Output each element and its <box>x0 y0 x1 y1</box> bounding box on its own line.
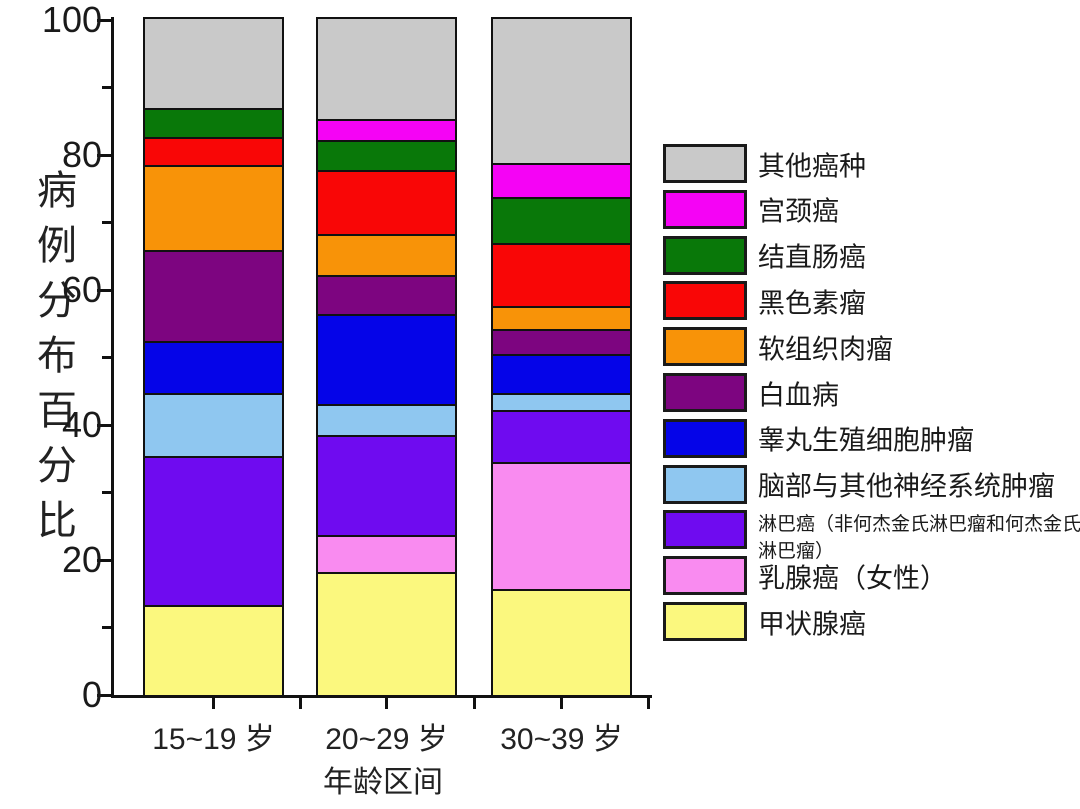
bar-segment <box>493 307 630 332</box>
bar-segment <box>145 394 282 459</box>
bar-segment <box>318 406 455 438</box>
y-tick-minor <box>102 626 111 629</box>
y-axis-title-char: 比 <box>37 499 77 543</box>
y-tick-minor <box>102 491 111 494</box>
y-axis-title-char: 分 <box>37 279 77 323</box>
x-tick <box>212 696 215 709</box>
y-axis-title-char: 布 <box>37 334 77 378</box>
y-axis-line <box>111 17 114 698</box>
y-tick-major <box>97 288 111 292</box>
legend-swatch <box>663 281 747 321</box>
bar-segment <box>145 342 282 395</box>
y-tick-major <box>97 558 111 562</box>
legend-swatch <box>663 556 747 596</box>
bar-segment <box>145 19 282 111</box>
x-axis-title: 年龄区间 <box>323 766 443 799</box>
x-tick <box>298 696 302 709</box>
legend-swatch <box>663 602 747 641</box>
legend-swatch <box>663 510 747 550</box>
bar-segment <box>145 110 282 140</box>
legend-label: 软组织肉瘤 <box>758 334 893 365</box>
y-tick-label: 80 <box>61 134 102 175</box>
y-tick-minor <box>102 356 111 359</box>
bar-segment <box>318 172 455 236</box>
bar-segment <box>145 607 282 695</box>
legend-swatch <box>663 327 747 367</box>
y-tick-minor <box>102 86 111 89</box>
bar-segment <box>493 331 630 356</box>
bar-segment <box>493 245 630 308</box>
bar-segment <box>145 139 282 168</box>
bar-30~39 岁 <box>491 17 632 697</box>
legend-label: 黑色素瘤 <box>758 288 866 319</box>
bar-segment <box>318 19 455 122</box>
y-tick-label: 0 <box>81 674 102 715</box>
x-tick <box>472 696 476 709</box>
y-axis-title: 病例分布百分比 <box>34 164 80 549</box>
bar-15~19 岁 <box>143 17 284 697</box>
legend-label: 其他癌种 <box>758 151 866 181</box>
y-axis-title-char: 分 <box>37 444 77 488</box>
legend-swatch <box>663 235 747 275</box>
bar-segment <box>318 437 455 537</box>
y-tick-label: 100 <box>41 0 102 40</box>
bar-segment <box>145 458 282 608</box>
legend-label: 宫颈癌 <box>758 196 839 227</box>
x-tick <box>385 696 388 709</box>
bar-segment <box>318 536 455 574</box>
legend-label: 乳腺癌（女性） <box>758 563 947 594</box>
legend-label: 结直肠癌 <box>758 242 866 273</box>
bar-segment <box>318 316 455 407</box>
y-tick-label: 20 <box>61 539 102 580</box>
y-tick-major <box>97 153 111 157</box>
x-tick <box>560 696 563 709</box>
legend-label: 白血病 <box>758 380 839 410</box>
x-category-label: 20~29 岁 <box>325 723 448 756</box>
bar-segment <box>318 235 455 278</box>
bar-segment <box>145 167 282 253</box>
x-category-label: 15~19 岁 <box>152 723 275 756</box>
bar-segment <box>318 121 455 143</box>
y-tick-major <box>97 693 111 697</box>
y-tick-major <box>97 423 111 427</box>
bar-segment <box>493 165 630 200</box>
bar-segment <box>318 142 455 173</box>
bar-segment <box>493 19 630 166</box>
bar-segment <box>493 412 630 465</box>
bar-20~29 岁 <box>316 17 457 697</box>
bar-segment <box>493 199 630 246</box>
x-category-label: 30~39 岁 <box>500 723 623 756</box>
y-tick-label: 60 <box>61 269 102 310</box>
legend-swatch <box>663 418 747 458</box>
bar-segment <box>318 277 455 317</box>
x-tick <box>646 696 650 709</box>
y-axis-title-char: 病 <box>37 169 77 213</box>
legend-swatch <box>663 144 747 183</box>
bar-segment <box>493 355 630 395</box>
legend-label: 甲状腺癌 <box>758 609 866 639</box>
bar-segment <box>493 464 630 591</box>
bar-segment <box>493 394 630 413</box>
legend-label: 脑部与其他神经系统肿瘤 <box>758 471 1055 502</box>
bar-segment <box>318 573 455 695</box>
bar-segment <box>145 252 282 343</box>
legend-swatch <box>663 373 747 412</box>
legend-label: 睾丸生殖细胞肿瘤 <box>758 425 974 456</box>
legend-swatch <box>663 189 747 229</box>
legend-swatch <box>663 464 747 504</box>
bar-segment <box>493 590 630 695</box>
legend-label: 淋巴癌（非何杰金氏淋巴瘤和何杰金氏淋巴瘤） <box>758 514 1080 563</box>
y-axis-title-char: 例 <box>37 224 77 268</box>
y-tick-label: 40 <box>61 404 102 445</box>
y-tick-major <box>97 18 111 22</box>
y-axis-title-char: 百 <box>37 389 77 433</box>
y-tick-minor <box>102 221 111 224</box>
